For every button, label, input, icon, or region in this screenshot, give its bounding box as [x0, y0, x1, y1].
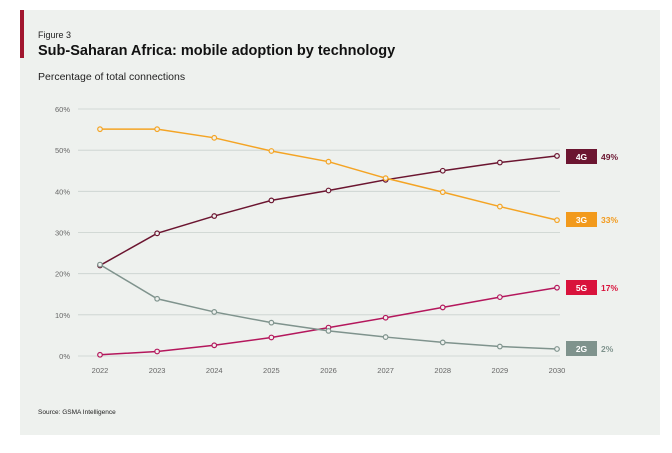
- y-tick-label: 10%: [55, 311, 70, 320]
- data-point-4g: [439, 167, 446, 174]
- data-point-5g: [97, 351, 103, 358]
- data-point-5g: [496, 294, 503, 301]
- data-point-5g: [554, 284, 560, 291]
- y-tick-label: 40%: [55, 187, 70, 196]
- y-tick-label: 60%: [55, 105, 70, 114]
- data-point-3g: [439, 189, 446, 196]
- data-point-3g: [554, 217, 560, 224]
- series-badge-label-5g: 5G: [576, 283, 588, 293]
- x-tick-label: 2029: [492, 366, 509, 375]
- data-point-2g: [268, 319, 275, 326]
- data-point-2g: [382, 334, 389, 340]
- series-badge-2g: [566, 341, 597, 356]
- data-point-2g: [554, 346, 560, 352]
- data-point-5g: [439, 304, 446, 311]
- x-tick-label: 2024: [206, 366, 223, 375]
- y-tick-label: 0%: [59, 352, 70, 361]
- series-end-value-2g: 2%: [601, 344, 614, 354]
- figure-label: Figure 3: [38, 30, 72, 40]
- chart-title: Sub-Saharan Africa: mobile adoption by t…: [38, 43, 396, 59]
- series-badge-label-4g: 4G: [576, 152, 588, 162]
- data-point-5g: [211, 342, 218, 349]
- data-point-2g: [97, 261, 103, 268]
- data-point-4g: [211, 213, 218, 219]
- data-point-2g: [154, 295, 161, 302]
- x-tick-label: 2026: [320, 366, 337, 375]
- y-tick-label: 50%: [55, 146, 70, 155]
- data-point-5g: [268, 334, 275, 341]
- series-badge-4g: [566, 149, 597, 164]
- series-end-value-4g: 49%: [601, 152, 618, 162]
- data-point-4g: [154, 230, 161, 237]
- data-point-2g: [325, 327, 332, 334]
- data-point-3g: [97, 126, 103, 133]
- series-line-3g: [100, 128, 558, 221]
- series-badge-3g: [566, 212, 597, 227]
- series-end-value-3g: 33%: [601, 215, 618, 225]
- data-point-4g: [268, 197, 275, 204]
- chart-card: [20, 10, 660, 435]
- chart-subtitle: Percentage of total connections: [38, 71, 186, 83]
- y-tick-label: 30%: [55, 229, 70, 238]
- data-point-5g: [382, 314, 389, 321]
- x-tick-label: 2022: [92, 366, 109, 375]
- series-line-2g: [99, 263, 558, 350]
- data-point-3g: [496, 203, 503, 210]
- data-point-4g: [554, 153, 560, 159]
- data-point-3g: [325, 158, 332, 165]
- data-point-3g: [382, 175, 389, 182]
- data-point-2g: [439, 339, 446, 346]
- data-point-4g: [325, 187, 332, 194]
- x-tick-label: 2023: [149, 366, 166, 375]
- series-line-5g: [99, 286, 558, 356]
- series-badge-5g: [566, 280, 597, 295]
- series-badge-label-2g: 2G: [576, 344, 588, 354]
- x-tick-label: 2028: [434, 366, 451, 375]
- data-point-2g: [496, 343, 503, 350]
- accent-bar: [20, 10, 24, 58]
- data-point-4g: [496, 159, 503, 166]
- data-point-5g: [154, 348, 161, 355]
- data-point-3g: [211, 134, 218, 141]
- y-tick-label: 20%: [55, 270, 70, 279]
- data-point-3g: [154, 126, 161, 133]
- data-point-2g: [211, 309, 218, 315]
- x-tick-label: 2025: [263, 366, 280, 375]
- series-badge-label-3g: 3G: [576, 215, 588, 225]
- data-point-3g: [268, 148, 275, 154]
- x-tick-label: 2027: [377, 366, 394, 375]
- series-line-4g: [99, 155, 558, 267]
- source-note: Source: GSMA Intelligence: [38, 409, 116, 416]
- series-end-value-5g: 17%: [601, 283, 618, 293]
- x-tick-label: 2030: [549, 366, 566, 375]
